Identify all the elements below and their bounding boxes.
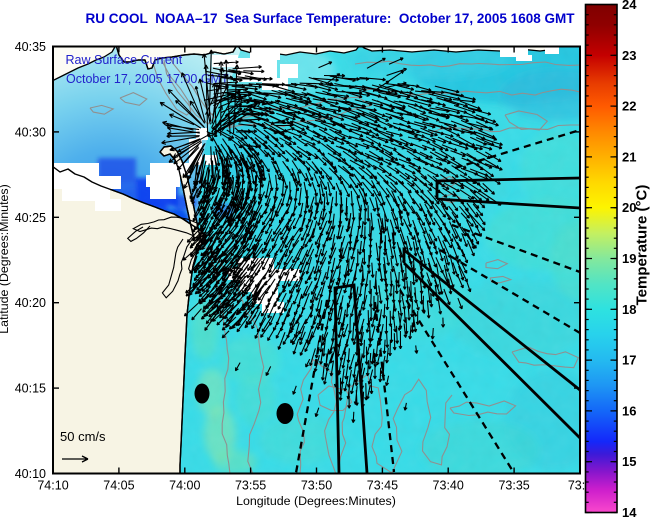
svg-text:19: 19 — [622, 251, 636, 266]
svg-text:40:20: 40:20 — [15, 296, 46, 310]
svg-text:73:50: 73:50 — [301, 479, 332, 493]
svg-text:73:35: 73:35 — [498, 479, 529, 493]
svg-text:16: 16 — [622, 403, 636, 418]
svg-text:73:45: 73:45 — [367, 479, 398, 493]
svg-text:40:15: 40:15 — [15, 382, 46, 396]
svg-text:Latitude (Degrees:Minutes): Latitude (Degrees:Minutes) — [0, 184, 11, 333]
svg-text:74:05: 74:05 — [103, 479, 134, 493]
svg-text:73:55: 73:55 — [235, 479, 266, 493]
svg-text:40:25: 40:25 — [15, 211, 46, 225]
svg-text:RU COOL NOAA–17 Sea Surface: RU COOL NOAA–17 Sea Surface Temperature:… — [86, 11, 576, 26]
svg-text:40:30: 40:30 — [15, 125, 46, 139]
svg-text:74:10: 74:10 — [37, 479, 68, 493]
svg-text:18: 18 — [622, 302, 636, 317]
svg-text:23: 23 — [622, 48, 636, 63]
svg-text:40:10: 40:10 — [15, 467, 46, 481]
svg-text:24: 24 — [622, 0, 637, 12]
svg-text:14: 14 — [622, 505, 637, 519]
svg-text:17: 17 — [622, 353, 636, 368]
svg-text:50 cm/s: 50 cm/s — [60, 429, 106, 444]
svg-text:40:35: 40:35 — [15, 40, 46, 54]
svg-text:73:40: 73:40 — [433, 479, 464, 493]
svg-text:22: 22 — [622, 99, 636, 114]
svg-text:Raw Surface Current: Raw Surface Current — [66, 53, 183, 67]
svg-text:Longitude (Degrees:Minutes): Longitude (Degrees:Minutes) — [236, 494, 396, 508]
svg-text:October 17, 2005 17:00 GMT: October 17, 2005 17:00 GMT — [66, 72, 229, 86]
svg-text:74:00: 74:00 — [169, 479, 200, 493]
svg-text:20: 20 — [622, 200, 636, 215]
svg-text:15: 15 — [622, 454, 636, 469]
svg-text:Temperature (°C): Temperature (°C) — [634, 185, 651, 306]
svg-text:21: 21 — [622, 149, 636, 164]
